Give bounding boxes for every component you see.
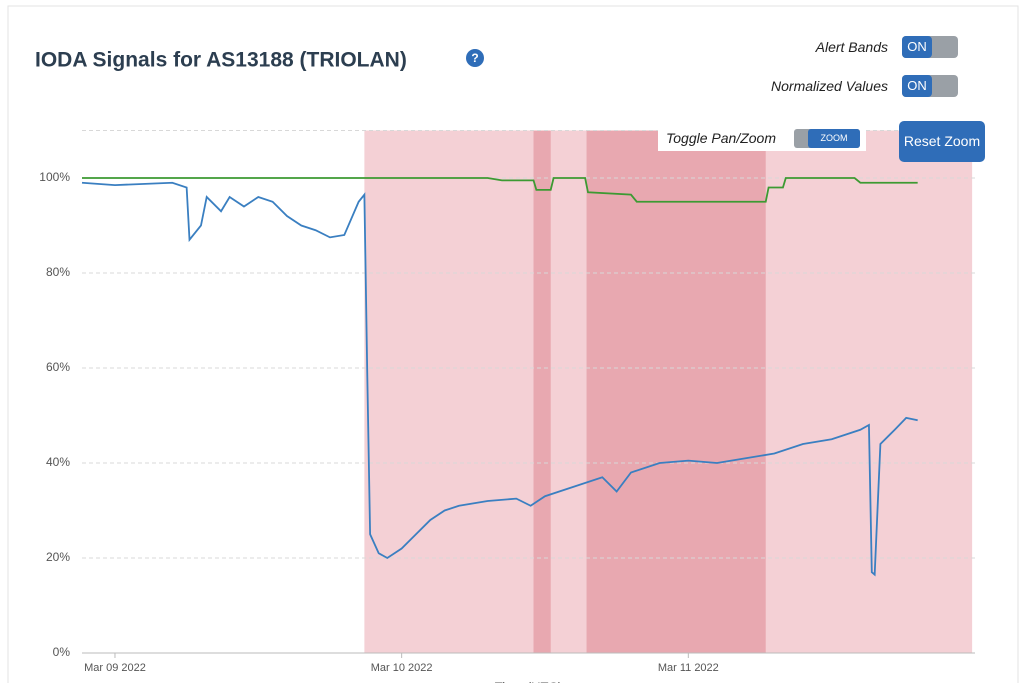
series-line	[82, 177, 918, 203]
alert-band	[533, 130, 551, 653]
pan-zoom-label: Toggle Pan/Zoom	[666, 130, 776, 146]
series-line	[81, 181, 918, 577]
y-tick-label: 60%	[46, 360, 70, 374]
y-tick-label: 0%	[53, 645, 71, 659]
alert-bands-label: Alert Bands	[815, 39, 888, 55]
x-tick-label: Mar 10 2022	[371, 662, 433, 674]
y-tick-label: 80%	[46, 265, 70, 279]
y-tick-label: 100%	[39, 170, 70, 184]
toggle-state: ZOOM	[808, 129, 860, 148]
y-tick-label: 40%	[46, 455, 70, 469]
y-tick-label: 20%	[46, 550, 70, 564]
help-icon[interactable]	[466, 49, 484, 67]
x-axis-label: Time (UTC)	[495, 679, 562, 683]
toggle-state: ON	[902, 36, 932, 58]
title: IODA Signals for AS13188 (TRIOLAN)	[35, 49, 407, 72]
x-tick-label: Mar 09 2022	[84, 662, 146, 674]
x-tick-label: Mar 11 2022	[658, 662, 719, 674]
reset-zoom-button[interactable]: Reset Zoom	[899, 121, 985, 162]
alert-band	[586, 130, 766, 653]
normalized-label: Normalized Values	[771, 78, 888, 94]
normalized-toggle[interactable]: ON	[902, 75, 958, 97]
pan-zoom-toggle[interactable]: ZOOM	[794, 129, 860, 148]
help-text: ?	[471, 51, 478, 65]
alert-bands-toggle[interactable]: ON	[902, 36, 958, 58]
pan-zoom-box: Toggle Pan/Zoom ZOOM	[658, 127, 866, 151]
toggle-state: ON	[902, 75, 932, 97]
